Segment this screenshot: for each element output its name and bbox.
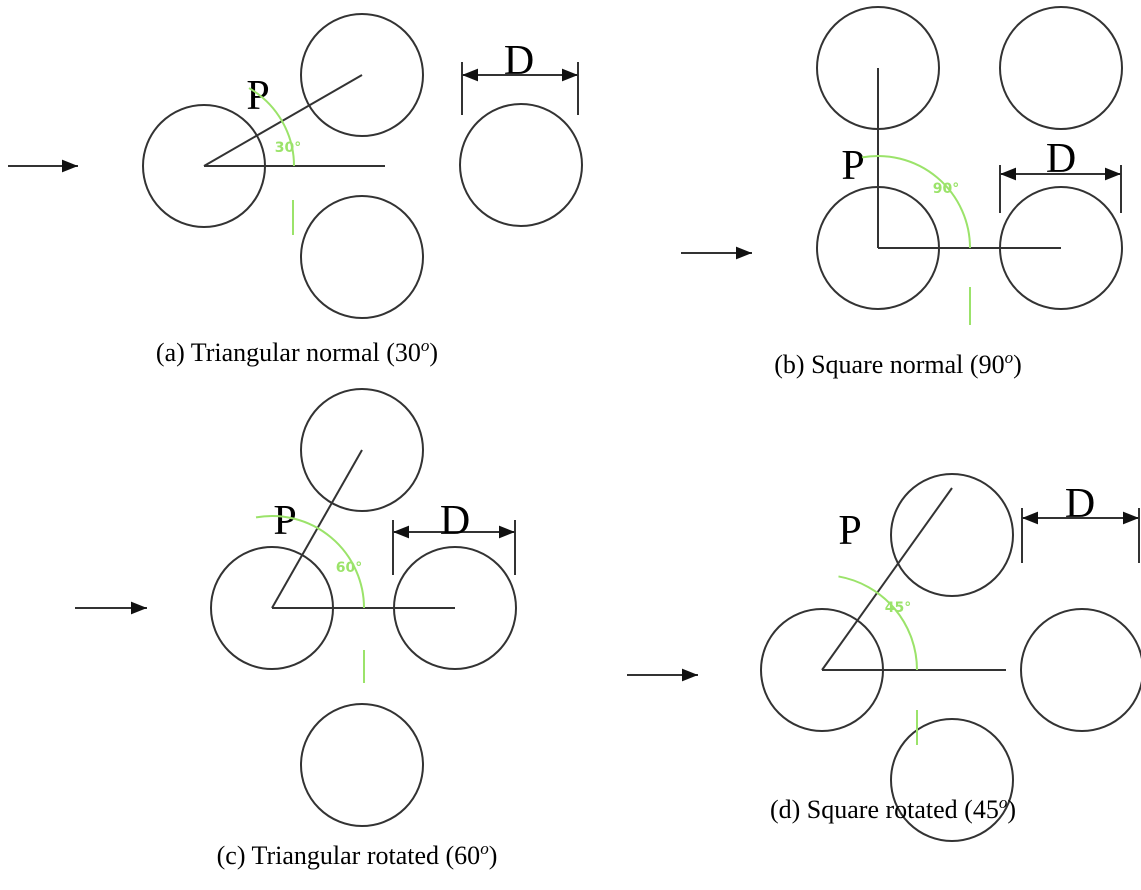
caption: (c) Triangular rotated (60o) [217, 839, 498, 870]
caption-text: (b) Square normal (90 [774, 350, 1004, 379]
tube [999, 6, 1123, 130]
caption-end: ) [1013, 350, 1022, 379]
pitch-label: P [838, 508, 861, 554]
caption-sup: o [421, 336, 430, 355]
pitch-line [203, 74, 363, 167]
diameter-label: D [504, 38, 534, 84]
diameter-label: D [1065, 481, 1095, 527]
diameter-label: D [440, 498, 470, 544]
caption-sup: o [1005, 348, 1014, 367]
pitch-label: P [841, 143, 864, 189]
caption-end: ) [429, 338, 438, 367]
caption: (a) Triangular normal (30o) [156, 336, 438, 367]
caption: (d) Square rotated (45o) [770, 793, 1016, 824]
angle-arc [255, 515, 365, 609]
tube [300, 703, 424, 827]
angle-label: 30° [275, 140, 301, 156]
caption-end: ) [1007, 795, 1016, 824]
tube [459, 103, 583, 227]
tube [300, 13, 424, 137]
caption-sup: o [999, 793, 1008, 812]
pitch-label: P [246, 73, 269, 119]
angle-arc [861, 155, 971, 249]
angle-arc [838, 575, 918, 671]
pitch-line [271, 449, 363, 609]
panel: D P 30° (a) Triangular normal (30o) [8, 13, 583, 367]
tube [1020, 608, 1141, 732]
panel: D P 45° (d) Square rotated (45o) [627, 473, 1141, 842]
tube [890, 718, 1014, 842]
panel: D P 60° (c) Triangular rotated (60o) [75, 388, 517, 870]
caption-sup: o [480, 839, 489, 858]
caption-text: (a) Triangular normal (30 [156, 338, 421, 367]
diameter-label: D [1046, 136, 1076, 182]
caption-end: ) [489, 841, 498, 870]
pitch-label: P [273, 498, 296, 544]
angle-label: 60° [336, 560, 362, 576]
tube [300, 388, 424, 512]
panel: D P 90° (b) Square normal (90o) [681, 6, 1123, 379]
tube [300, 195, 424, 319]
pitch-line [821, 487, 953, 671]
angle-label: 45° [885, 600, 911, 616]
angle-label: 90° [933, 181, 959, 197]
caption-text: (d) Square rotated (45 [770, 795, 999, 824]
tube [890, 473, 1014, 597]
caption: (b) Square normal (90o) [774, 348, 1022, 379]
angle-arc [248, 87, 295, 167]
caption-text: (c) Triangular rotated (60 [217, 841, 481, 870]
